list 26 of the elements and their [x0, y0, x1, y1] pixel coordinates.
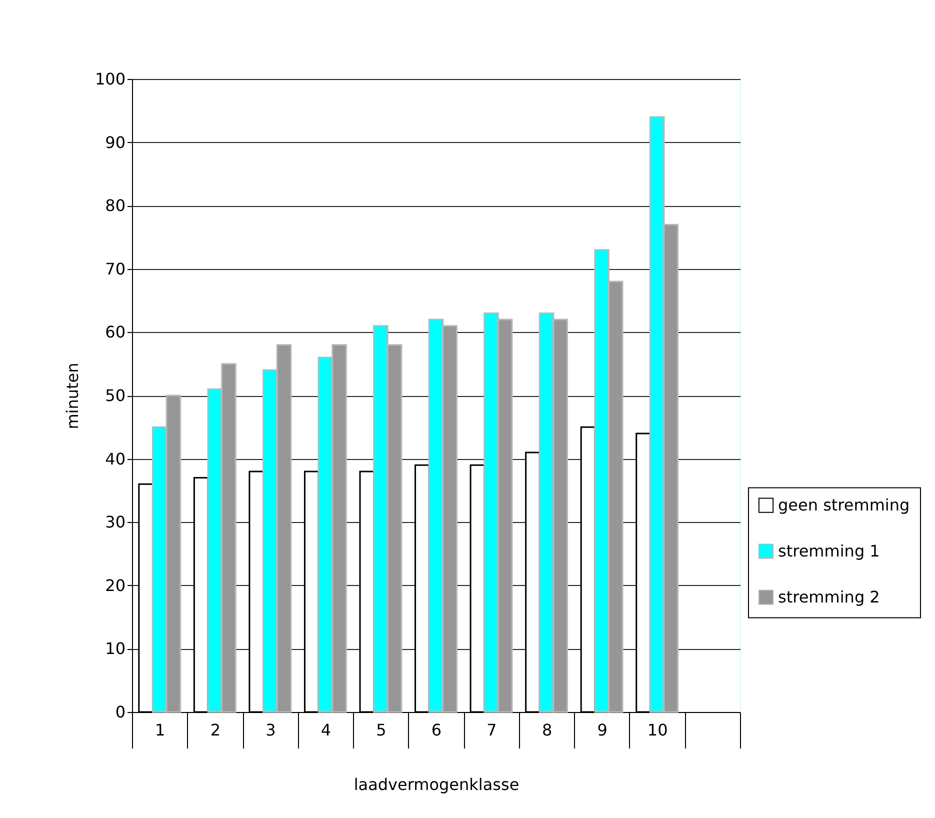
y-tick-label: 20	[105, 576, 126, 595]
x-tick-label: 7	[486, 720, 497, 740]
y-tick-label: 70	[105, 259, 126, 278]
x-tick-label: 5	[376, 720, 386, 740]
x-axis-title: laadvermogenklasse	[354, 775, 520, 794]
x-tick-label: 2	[210, 720, 221, 740]
y-tick-label: 30	[105, 512, 126, 532]
x-tick-label: 4	[320, 720, 332, 740]
legend-label: stremming 1	[778, 541, 880, 560]
y-tick-label: 0	[115, 702, 126, 722]
legend-label: stremming 2	[778, 587, 880, 606]
y-tick-label: 90	[105, 132, 126, 152]
y-tick-label: 10	[105, 639, 126, 658]
y-tick-label: 100	[94, 70, 126, 88]
y-tick-label: 50	[105, 386, 126, 405]
x-tick-label: 6	[431, 720, 442, 740]
x-tick-label: 9	[597, 720, 608, 740]
y-tick-label: 80	[105, 196, 126, 216]
y-tick-label: 60	[105, 322, 126, 342]
x-tick-label: 3	[266, 720, 276, 740]
x-tick-label: 8	[542, 720, 552, 740]
y-axis-title: minuten	[62, 362, 82, 430]
x-tick-label: 1	[155, 720, 166, 740]
legend-label: geen stremming	[778, 495, 910, 514]
y-tick-label: 40	[105, 449, 126, 468]
x-tick-label: 10	[647, 720, 668, 740]
